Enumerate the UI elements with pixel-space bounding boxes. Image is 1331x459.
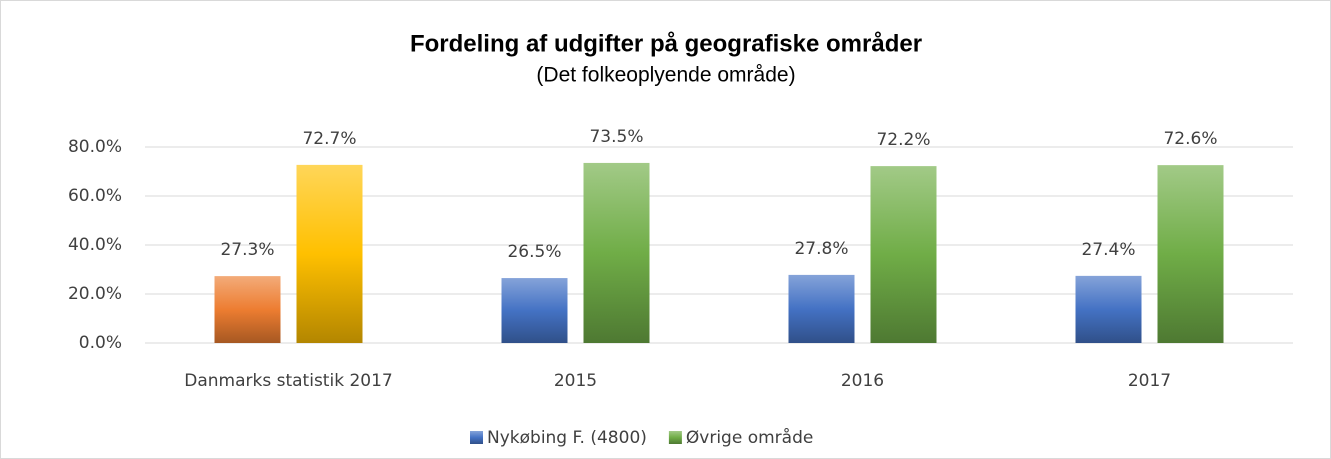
y-tick-label: 40.0% <box>68 235 122 255</box>
value-label: 27.8% <box>794 239 848 259</box>
legend-swatch <box>668 431 682 444</box>
value-label: 27.3% <box>220 240 274 260</box>
bar <box>296 164 363 343</box>
bar <box>501 278 568 343</box>
y-tick-label: 20.0% <box>68 284 122 304</box>
x-tick-label: 2016 <box>841 371 884 391</box>
value-label: 72.7% <box>302 129 356 149</box>
x-tick-label: 2017 <box>1128 371 1171 391</box>
chart-subtitle: (Det folkeoplyende område) <box>536 64 795 87</box>
y-tick-label: 80.0% <box>68 137 122 157</box>
value-label: 27.4% <box>1081 240 1135 260</box>
bar <box>788 274 855 343</box>
x-tick-label: Danmarks statistik 2017 <box>184 371 392 391</box>
y-tick-label: 0.0% <box>79 333 122 353</box>
bar <box>870 166 937 343</box>
y-tick-label: 60.0% <box>68 186 122 206</box>
bar <box>1075 275 1142 343</box>
value-label: 72.2% <box>876 130 930 150</box>
bar <box>583 162 650 343</box>
legend-swatch <box>470 431 483 444</box>
legend-label: Nykøbing F. (4800) <box>487 428 647 448</box>
value-label: 73.5% <box>589 127 643 147</box>
chart-title: Fordeling af udgifter på geografiske omr… <box>410 30 922 57</box>
value-label: 72.6% <box>1163 129 1217 149</box>
bar <box>1157 165 1224 343</box>
x-tick-label: 2015 <box>554 371 597 391</box>
bar <box>214 276 281 343</box>
legend-label: Øvrige område <box>686 427 813 448</box>
value-label: 26.5% <box>507 242 561 262</box>
